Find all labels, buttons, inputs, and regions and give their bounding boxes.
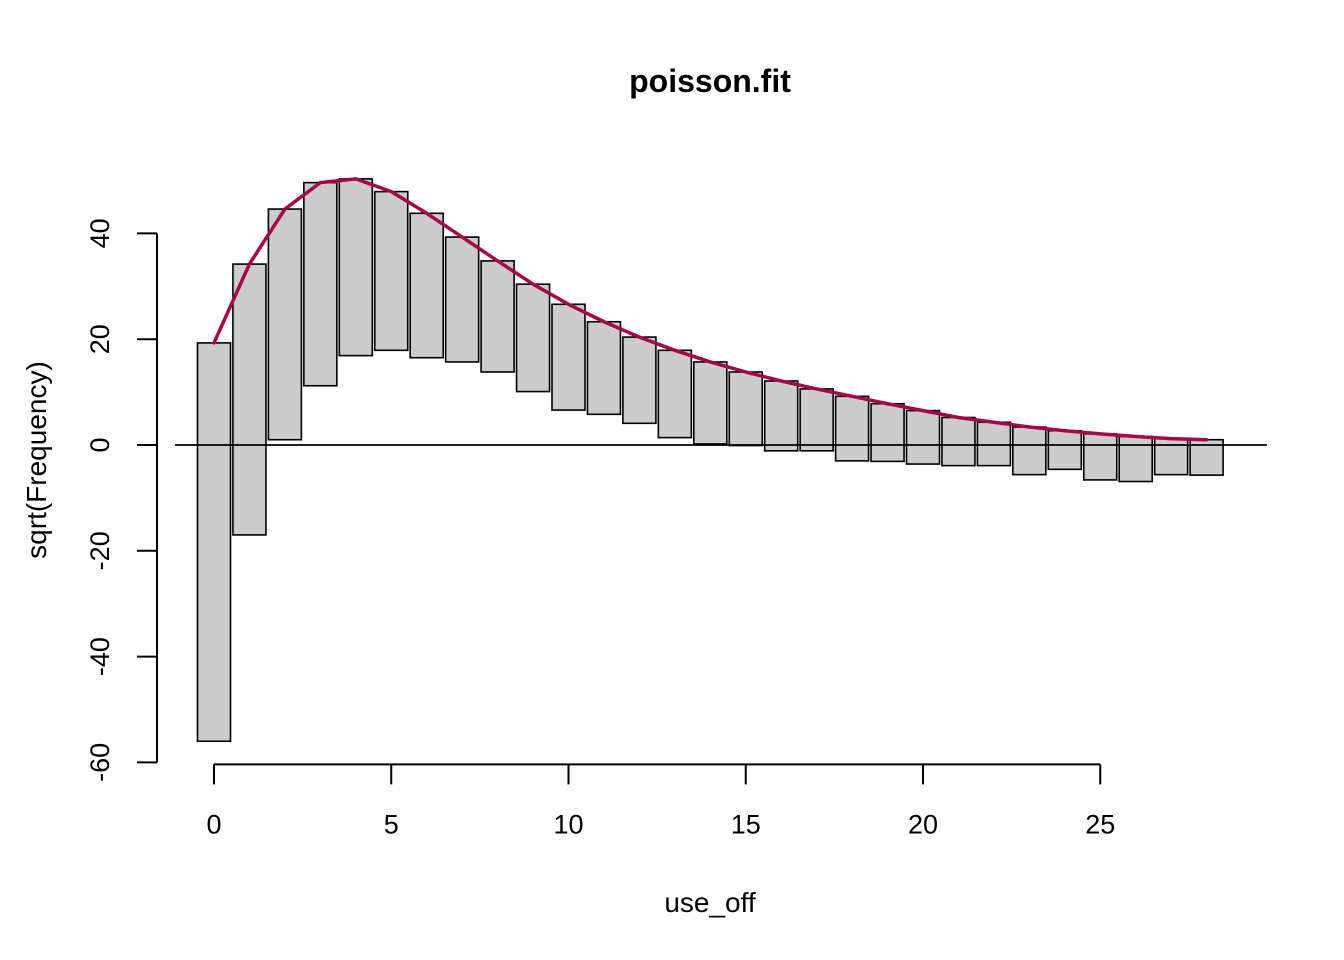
fitted-curve (212, 177, 1209, 442)
bar-15 (728, 371, 764, 447)
bar-6 (409, 212, 445, 359)
y-axis: -60 -40 -20 0 20 40 (85, 218, 158, 782)
y-tick-label--40: -40 (85, 637, 115, 676)
bar-2 (267, 208, 303, 441)
chart-title: poisson.fit (629, 63, 791, 99)
bar-7 (444, 236, 480, 363)
bar-14 (692, 361, 728, 445)
bar-4 (338, 178, 374, 357)
bar-10 (551, 303, 586, 411)
y-tick-label--20: -20 (85, 531, 115, 570)
y-tick-label-20: 20 (85, 324, 115, 354)
bar-17 (799, 388, 834, 452)
bar-25 (1082, 433, 1118, 481)
bar-26 (1118, 435, 1153, 483)
bar-13 (657, 349, 693, 439)
y-tick-label--60: -60 (85, 743, 115, 782)
bar-27 (1153, 437, 1189, 476)
bar-21 (941, 416, 976, 467)
bar-0 (196, 342, 232, 743)
bar-5 (373, 190, 409, 352)
bar-20 (905, 409, 941, 465)
bar-24 (1047, 429, 1083, 471)
x-axis-title: use_off (664, 887, 756, 918)
bar-22 (976, 421, 1012, 467)
bar-9 (515, 283, 551, 393)
bar-16 (763, 380, 799, 452)
x-tick-label-20: 20 (908, 809, 938, 839)
bar-12 (622, 336, 657, 425)
bar-8 (480, 260, 515, 373)
x-axis: 0 5 10 15 20 25 (206, 763, 1115, 839)
bar-3 (303, 181, 338, 387)
bar-11 (586, 320, 622, 416)
bar-18 (834, 395, 870, 462)
bar-19 (870, 402, 905, 463)
y-tick-label-40: 40 (85, 218, 115, 248)
x-tick-label-0: 0 (206, 809, 221, 839)
x-tick-label-25: 25 (1085, 809, 1115, 839)
bar-1 (232, 263, 267, 536)
x-tick-label-5: 5 (384, 809, 399, 839)
bar-23 (1012, 426, 1047, 476)
x-tick-label-10: 10 (553, 809, 583, 839)
y-axis-title: sqrt(Frequency) (21, 361, 52, 559)
x-tick-label-15: 15 (731, 809, 761, 839)
bars-layer (196, 178, 1224, 743)
y-tick-label-0: 0 (85, 437, 115, 452)
